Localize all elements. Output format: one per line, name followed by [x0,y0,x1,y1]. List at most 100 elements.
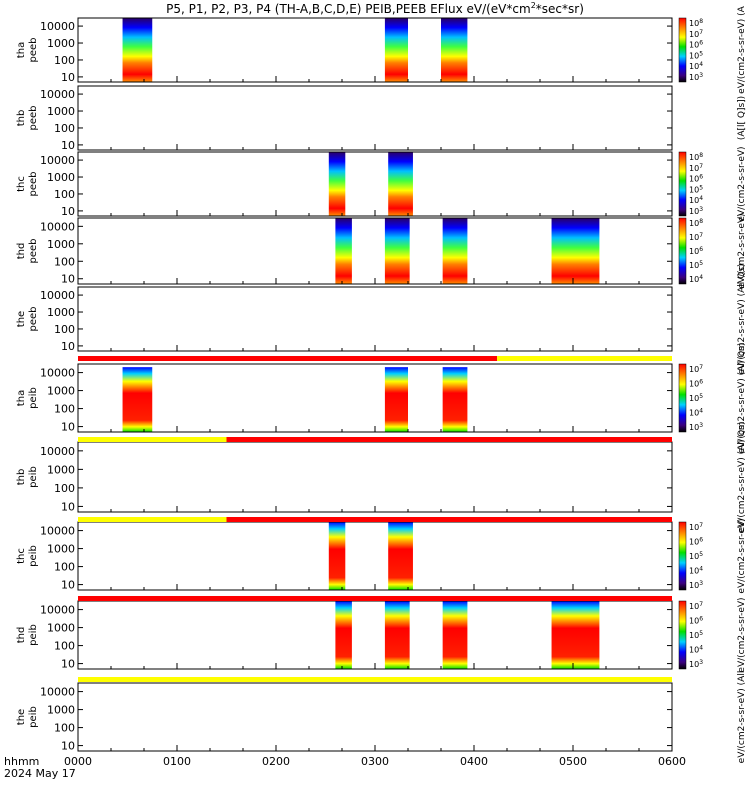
panel-probe-label: thb [16,110,27,127]
y-tick-label: 10000 [40,20,75,33]
spectrogram-block-3 [441,18,468,82]
y-tick-label: 1000 [47,238,75,251]
panel-species-label: peeb [28,38,39,63]
y-tick-label: 10 [61,71,75,84]
spectrogram-block-4 [551,218,600,284]
colorbar-tick-label: 108 [689,18,703,28]
panel-species-label: peeb [28,239,39,264]
panel-species-label: peib [28,387,39,409]
colorbar-tick-label: 104 [689,61,703,71]
time-axis-label-hhmm: hhmm [4,755,39,768]
colorbar-tick-label: 107 [689,29,703,39]
y-tick-label: 100 [54,482,75,495]
x-tick-label: 0000 [64,755,92,768]
colorbar-tick-label: 105 [689,260,703,270]
quality-bar-segment [226,517,672,522]
spectrogram-block-1 [335,601,352,669]
y-tick-label: 100 [54,561,75,574]
spectrogram-block-2 [388,152,413,216]
y-tick-label: 10 [61,500,75,513]
quality-bar-group [78,356,672,682]
colorbar-unit-label: eV/(cm2-s-sr-eV) [737,518,747,593]
panel-probe-label: tha [16,390,27,406]
y-tick-label: 10 [61,340,75,353]
colorbar-unit-label: eV/(cm2-s-sr-eV) (All [737,671,747,764]
panel-probe-label: thc [16,176,27,192]
x-tick-label: 0600 [658,755,686,768]
colorbar-tick-label: 104 [689,566,703,576]
panel-tha-peib: 10 100 1000 10000 tha peib 107 106 105 104 103 eV/(… [16,343,747,454]
panel-thb-peeb: 10 100 1000 10000 thb peeb (A[l[ Q]s]) [16,85,747,152]
panel-frame [77,286,673,352]
y-tick-label: 10000 [40,88,75,101]
panel-probe-label: tha [16,42,27,58]
spectrogram-block-1 [122,367,153,432]
panel-species-label: peib [28,545,39,567]
colorbar-tick-label: 105 [689,50,703,60]
colorbar-tick-label: 106 [689,40,703,50]
colorbar-tick-label: 103 [689,580,703,590]
panel-species-label: peib [28,624,39,646]
panel-species-label: peib [28,466,39,488]
panel-species-label: peeb [28,307,39,332]
spectrogram-block-1 [335,218,352,284]
colorbar-tick-label: 104 [689,195,703,205]
y-tick-label: 10000 [40,604,75,617]
panel-frame [77,441,673,513]
colorbar-tick-label: 106 [689,246,703,256]
colorbar-tick-label: 107 [689,522,703,532]
colorbar-unit-label: eV/(cm2-s-sr-eV) (All Qs) [737,343,747,454]
panel-thc-peib: 10 100 1000 10000 thc peib 107 106 105 104 103 eV/(… [16,518,747,593]
spectrogram-block-2 [388,522,413,590]
y-tick-label: 1000 [47,704,75,717]
y-tick-label: 10 [61,579,75,592]
colorbar-tick-label: 104 [689,408,703,418]
y-tick-label: 10 [61,658,75,671]
spectrogram-block-4 [551,601,600,669]
x-tick-label: 0500 [559,755,587,768]
quality-bar-segment [78,356,498,361]
panel-thd-peib: 10 100 1000 10000 thd peib 107 106 105 104 103 eV/(… [16,597,747,672]
quality-bar-segment [497,356,672,361]
colorbar [678,151,687,217]
y-tick-label: 10000 [40,289,75,302]
spectrogram-block-3 [442,218,468,284]
panel-species-label: peeb [28,172,39,197]
panel-probe-label: the [16,311,27,327]
colorbar-tick-label: 106 [689,616,703,626]
colorbar-unit-label: eV/(cm2-s-sr-eV) (All Qs) [737,264,747,375]
colorbar-unit-label: eV/(cm2-s-sr-eV) [737,597,747,672]
y-tick-label: 100 [54,722,75,735]
colorbar-tick-label: 103 [689,422,703,432]
figure-title: P5, P1, P2, P3, P4 (TH-A,B,C,D,E) PEIB,P… [166,1,584,16]
y-tick-label: 100 [54,403,75,416]
colorbar [678,521,687,591]
colorbar-tick-label: 105 [689,551,703,561]
y-tick-label: 1000 [47,543,75,556]
x-tick-label: 0100 [163,755,191,768]
spectrogram-block-3 [442,601,468,669]
y-tick-label: 100 [54,323,75,336]
spectrogram-block-1 [328,152,346,216]
y-tick-label: 1000 [47,306,75,319]
y-tick-label: 100 [54,255,75,268]
y-tick-label: 10000 [40,154,75,167]
panel-frame [77,151,673,217]
spectrogram-block-2 [384,18,408,82]
y-tick-label: 10 [61,273,75,286]
panel-probe-label: thd [16,627,27,644]
colorbar-tick-label: 103 [689,72,703,82]
quality-bar-segment [78,517,227,522]
colorbar-tick-label: 105 [689,393,703,403]
colorbar-unit-label: eV/(cm2-s-sr-eV) [737,146,747,221]
quality-bar-segment [78,437,227,442]
y-tick-label: 1000 [47,37,75,50]
y-tick-label: 10000 [40,445,75,458]
colorbar-tick-label: 104 [689,274,703,284]
colorbar-tick-label: 107 [689,364,703,374]
panel-probe-label: thd [16,243,27,260]
colorbar [678,600,687,670]
